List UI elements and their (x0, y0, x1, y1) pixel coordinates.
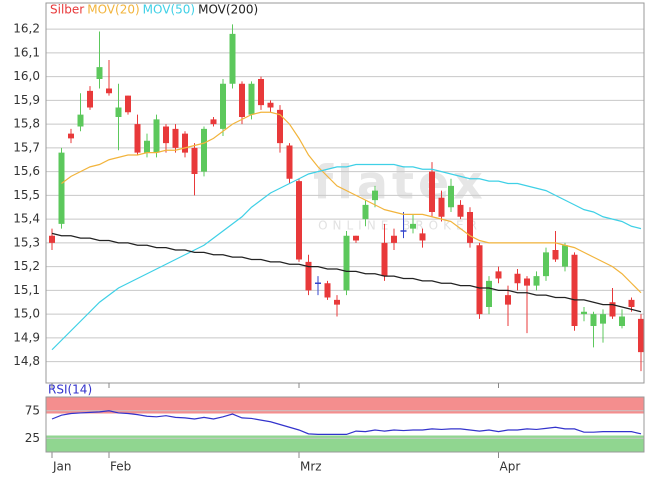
candle-body (571, 254, 578, 326)
candle-body (609, 302, 616, 317)
candle-body (115, 107, 122, 117)
y-tick-label: 15,1 (13, 283, 40, 297)
candle-body (87, 90, 93, 108)
candle-body (58, 152, 65, 224)
candle-body (182, 133, 188, 153)
candle-body (96, 67, 103, 79)
y-tick-label: 16,0 (13, 69, 40, 83)
candle-body (429, 171, 435, 212)
candle-body (353, 235, 359, 241)
candle-body (476, 245, 483, 315)
y-tick-label: 14,8 (13, 354, 40, 368)
y-tick-label: 14,9 (13, 330, 40, 344)
candle-body (334, 299, 340, 305)
candle-body (391, 235, 397, 243)
candle-body (49, 235, 55, 243)
y-tick-label: 75 (25, 403, 40, 417)
watermark: flatex (313, 156, 487, 210)
watermark-sub: ONLINE BROKER (318, 219, 482, 233)
moving-average-line (51, 232, 642, 313)
y-tick-label: 15,9 (13, 93, 40, 107)
candle-body (296, 181, 302, 260)
legend-entry: MOV(20) (87, 3, 139, 17)
candle-body (552, 250, 559, 260)
candle-body (372, 190, 378, 201)
rsi-line (51, 410, 642, 435)
candle-body (514, 273, 521, 284)
y-tick-label: 15,4 (13, 212, 40, 226)
candle-body (486, 280, 492, 307)
y-tick-label: 15,0 (13, 307, 40, 321)
candle-body (638, 318, 644, 353)
legend-entry: MOV(50) (143, 3, 195, 17)
rsi-title: RSI(14) (48, 383, 92, 397)
candle-body (619, 316, 625, 326)
y-tick-label: 15,3 (13, 235, 40, 249)
y-tick-label: 15,6 (13, 164, 40, 178)
candle-body (581, 311, 587, 315)
x-tick-label: Feb (110, 460, 131, 474)
candle-body (448, 185, 454, 208)
moving-average-line (51, 163, 642, 351)
candle-body (106, 88, 112, 94)
x-tick-label: Apr (500, 460, 521, 474)
candle-body (68, 133, 74, 139)
candle-body (163, 126, 169, 144)
candle-body (125, 95, 131, 113)
rsi-band (46, 397, 644, 414)
candle-body (543, 252, 549, 277)
candle-body (153, 119, 160, 153)
candle-body (191, 147, 198, 174)
candle-body (524, 278, 530, 286)
candle-body (286, 145, 293, 179)
candle-body (533, 276, 540, 286)
panel-frame (45, 396, 645, 453)
candle-body (410, 223, 416, 229)
moving-average-line (61, 111, 642, 294)
candle-body (201, 128, 207, 172)
candle-body (258, 79, 264, 106)
candle-body (239, 83, 245, 117)
x-tick-label: Jan (52, 460, 72, 474)
candle-body (562, 245, 568, 267)
x-tick-label: Mrz (300, 460, 322, 474)
candle-body (600, 314, 606, 324)
candle-body (457, 204, 464, 217)
candle-body (144, 140, 150, 153)
candle-body (381, 242, 388, 277)
y-tick-label: 15,5 (13, 188, 40, 202)
rsi-band (46, 435, 644, 452)
y-tick-label: 15,7 (13, 140, 40, 154)
candle-body (505, 295, 511, 305)
candle-body (305, 261, 312, 291)
candle-body (220, 83, 226, 129)
candle-body (172, 128, 179, 148)
candle-body (628, 299, 635, 307)
candle-body (248, 83, 255, 115)
candle-body (229, 33, 236, 84)
candle-body (467, 212, 473, 243)
candle-body (77, 114, 84, 127)
y-tick-label: 16,1 (13, 45, 40, 59)
candle-body (362, 204, 369, 220)
candle-body (495, 271, 502, 279)
legend-entry: Silber (50, 3, 84, 17)
candle-body (134, 124, 141, 153)
y-tick-label: 15,8 (13, 117, 40, 131)
panel-frame (45, 2, 645, 384)
y-tick-label: 16,2 (13, 22, 40, 36)
legend-entry: MOV(200) (198, 3, 258, 17)
candle-body (343, 235, 350, 291)
y-tick-label: 15,2 (13, 259, 40, 273)
candle-body (324, 283, 331, 298)
candle-body (277, 109, 283, 144)
candle-body (438, 197, 445, 217)
candle-body (419, 233, 426, 241)
candle-body (210, 119, 217, 125)
candle-body (267, 102, 274, 108)
y-tick-label: 25 (25, 431, 40, 445)
candle-body (590, 314, 597, 326)
